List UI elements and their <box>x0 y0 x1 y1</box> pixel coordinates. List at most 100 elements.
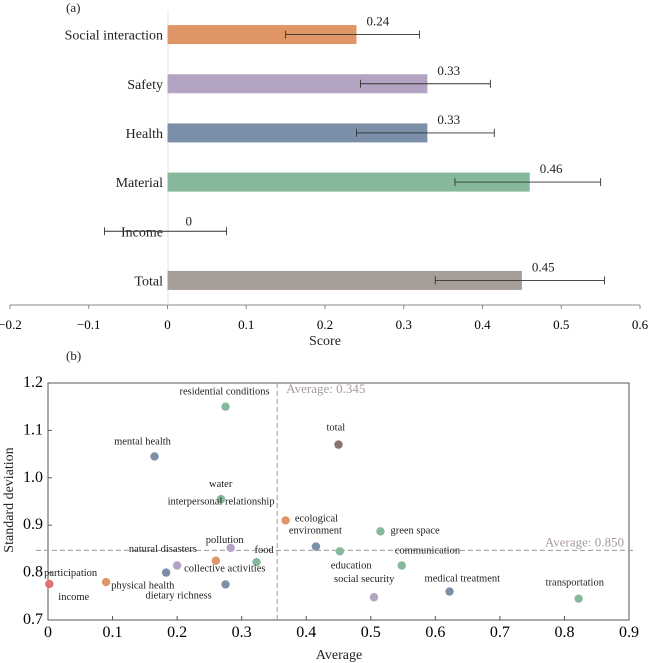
bar <box>167 74 428 94</box>
bar-category-label: Health <box>126 127 163 142</box>
scatter-y-tick-label: 0.7 <box>23 611 43 628</box>
bar-x-tick-label: 0 <box>164 317 171 332</box>
bar-x-tick-label: −0.1 <box>77 317 101 332</box>
scatter-point-group: interpersonal relationship <box>168 496 290 525</box>
scatter-x-tick-label: 0.5 <box>361 624 381 641</box>
scatter-point <box>376 527 385 536</box>
scatter-point <box>101 577 111 587</box>
error-bar <box>285 30 420 39</box>
scatter-point-group: ecological environment <box>289 514 342 551</box>
scatter-point-group: pollution <box>206 535 245 553</box>
scatter-point-label: ecological environment <box>289 514 342 537</box>
scatter-point-label: education <box>331 560 373 571</box>
scatter-point <box>574 594 583 603</box>
bar <box>167 270 522 290</box>
y-average-label: Average: 0.850 <box>545 534 624 549</box>
scatter-point-label: interpersonal relationship <box>168 496 275 507</box>
scatter-point-group: medical treatment <box>425 574 501 596</box>
bar-x-tick-label: 0.3 <box>396 317 412 332</box>
bar-x-tick-label: 0.4 <box>474 317 491 332</box>
scatter-point-label: transportation <box>546 578 605 589</box>
scatter-point-label: social security <box>334 574 395 585</box>
scatter-point-label: income <box>58 592 89 603</box>
scatter-point-group: water <box>209 479 233 504</box>
bar-x-tick-label: 0.5 <box>553 317 569 332</box>
scatter-point-label: green space <box>390 525 440 536</box>
bar-x-tick-label: −0.2 <box>0 317 22 332</box>
scatter-point-group: collective activities <box>172 561 265 574</box>
scatter-y-tick-label: 0.9 <box>23 516 43 533</box>
error-bar <box>359 79 491 88</box>
scatter-point <box>334 440 343 449</box>
scatter-point <box>216 494 226 504</box>
scatter-x-tick-label: 0.1 <box>103 624 123 641</box>
scatter-point-group: mental health <box>114 436 172 461</box>
bar-value-label: 0.24 <box>367 14 390 29</box>
bar <box>167 172 530 192</box>
scatter-point-group: communication <box>395 545 461 570</box>
scatter-point <box>172 561 182 570</box>
scatter-point-label: residential conditions <box>179 387 269 398</box>
scatter-x-tick-label: 0.7 <box>490 624 510 641</box>
scatter-y-tick-label: 1.0 <box>23 469 43 486</box>
bar-category-label: Total <box>134 274 163 289</box>
scatter-y-tick-label: 1.1 <box>23 421 43 438</box>
scatter-point <box>281 516 290 525</box>
scatter-point-label: physical health <box>111 581 175 592</box>
bar <box>167 25 357 45</box>
scatter-plot-frame <box>47 382 630 621</box>
scatter-x-tick-label: 0.3 <box>232 624 252 641</box>
bar-category-label: Social interaction <box>65 29 163 44</box>
scatter-point-label: medical treatment <box>425 574 501 585</box>
scatter-point-group: social security <box>334 574 395 602</box>
scatter-point-label: natural disasters <box>129 544 197 555</box>
bar-category-label: Safety <box>127 78 163 93</box>
scatter-y-tick-label: 1.2 <box>23 374 43 391</box>
scatter-point-group: transportation <box>546 578 605 603</box>
bar-category-label: Income <box>121 225 163 240</box>
scatter-point-label-line: environment <box>289 526 342 537</box>
scatter-point <box>211 556 221 565</box>
bar-x-tick-label: 0.6 <box>632 317 649 332</box>
scatter-point <box>221 580 230 589</box>
scatter-x-tick-label: 0 <box>44 624 52 641</box>
scatter-point <box>335 547 344 556</box>
bar-value-label: 0.33 <box>437 63 460 78</box>
scatter-y-axis-title: Standard deviation <box>2 447 17 552</box>
x-average-label: Average: 0.345 <box>286 381 365 396</box>
scatter-chart-panel: (b) 0 0.1 0.2 0.3 0.4 0.5 0.6 0.7 0.8 0.9 0.7 0.8 0.… <box>2 348 639 663</box>
scatter-point-label: total <box>327 423 346 434</box>
scatter-point <box>397 561 406 570</box>
scatter-x-axis-title: Average <box>316 648 362 663</box>
scatter-y-tick-label: 0.8 <box>23 564 43 581</box>
scatter-point-label: dietary richness <box>146 590 212 601</box>
bar-x-axis-title: Score <box>309 334 341 349</box>
scatter-point <box>45 579 54 589</box>
scatter-point-group: natural disasters <box>129 544 221 565</box>
error-bar <box>454 178 602 187</box>
bar-x-tick-label: 0.2 <box>317 317 333 332</box>
scatter-point-group: participation <box>44 568 111 587</box>
scatter-point <box>369 593 379 602</box>
scatter-point <box>311 542 321 551</box>
scatter-point-group: food <box>252 545 275 567</box>
scatter-point-label: mental health <box>114 436 172 447</box>
scatter-x-tick-label: 0.9 <box>619 624 639 641</box>
scatter-point <box>161 568 171 577</box>
scatter-x-tick-label: 0.8 <box>554 624 574 641</box>
scatter-point-group: green space <box>376 525 440 536</box>
scatter-point <box>150 452 159 461</box>
scatter-x-tick-label: 0.4 <box>296 624 316 641</box>
scatter-point-group: education <box>331 547 373 571</box>
bar-x-tick-label: 0.1 <box>238 317 254 332</box>
scatter-point-label: collective activities <box>184 563 265 574</box>
scatter-point-group: residential conditions <box>179 387 270 411</box>
bar-value-label: 0.45 <box>532 259 555 274</box>
scatter-point-label: participation <box>44 568 98 579</box>
scatter-point-group: income <box>45 579 90 603</box>
bar <box>167 123 428 143</box>
error-bar <box>356 128 495 137</box>
bar-value-label: 0.46 <box>540 161 563 176</box>
bar-category-label: Material <box>116 176 164 191</box>
scatter-point-label: pollution <box>206 535 245 546</box>
